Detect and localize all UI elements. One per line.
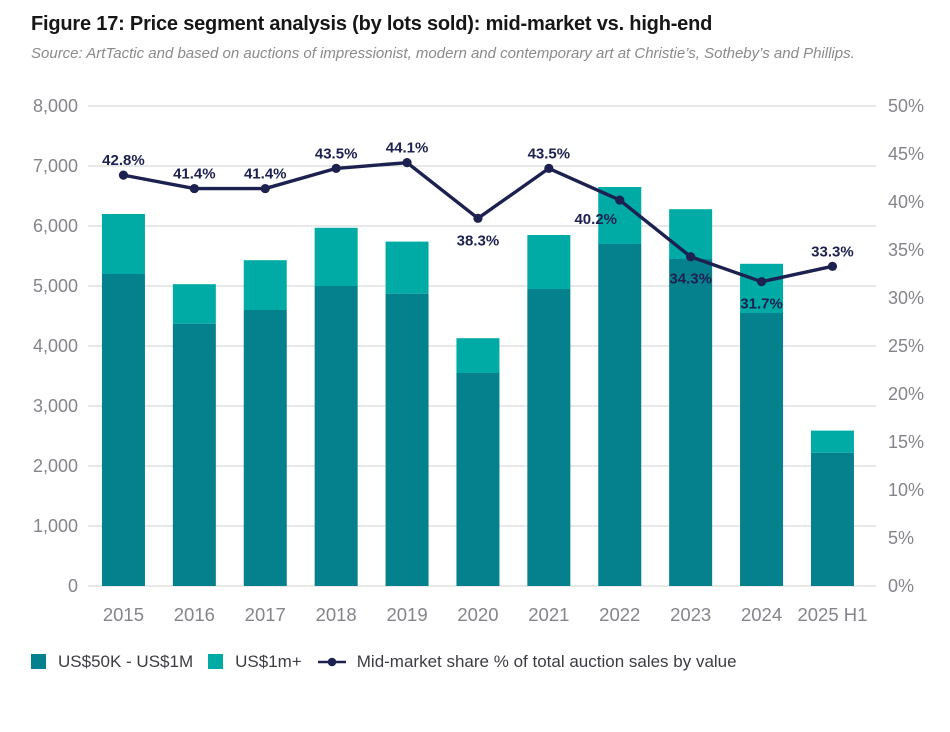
share-marker-2024 (756, 276, 767, 286)
share-marker-2020 (473, 213, 483, 223)
bar-mid-market-2025 H1 (810, 452, 854, 586)
right-axis-tick-label: 25% (888, 336, 924, 356)
right-axis-tick-label: 50% (888, 96, 924, 116)
share-value-label-2015: 42.8% (102, 152, 145, 169)
x-axis-label: 2015 (103, 604, 144, 625)
right-axis-tick-label: 45% (888, 144, 924, 164)
bar-mid-market-2020 (456, 372, 500, 586)
share-marker-2018 (331, 163, 341, 173)
x-axis-label: 2016 (174, 604, 215, 625)
figure-header: Figure 17: Price segment analysis (by lo… (0, 0, 950, 66)
share-value-label-2021: 43.5% (528, 145, 571, 162)
legend-label-high-end: US$1m+ (235, 651, 302, 671)
price-segment-chart: 0 1,000 2,000 3,000 4,000 5,000 6,000 7,000 8,00… (33, 96, 924, 625)
bar-mid-market-2024 (740, 312, 784, 586)
bar-mid-market-2015 (101, 273, 145, 586)
bar-high-end-2023 (669, 208, 713, 259)
bar-mid-market-2023 (669, 258, 713, 586)
share-value-label-2023: 34.3% (669, 270, 712, 287)
legend-item-share-line: Mid-market share % of total auction sale… (317, 652, 737, 672)
right-axis-tick-label: 15% (888, 432, 924, 452)
legend-label-mid-market: US$50K - US$1M (58, 651, 194, 671)
bar-high-end-2025 H1 (810, 430, 854, 453)
share-value-label-2022: 40.2% (574, 211, 617, 228)
bar-mid-market-2016 (172, 323, 216, 586)
x-axis-label: 2020 (457, 604, 498, 625)
left-axis-tick-label: 8,000 (33, 96, 78, 116)
bar-mid-market-2019 (385, 293, 429, 586)
share-value-label-2019: 44.1% (386, 139, 429, 156)
share-value-label-2024: 31.7% (740, 295, 783, 312)
share-value-label-2018: 43.5% (315, 145, 358, 162)
right-axis-tick-label: 30% (888, 288, 924, 308)
x-axis-label: 2025 H1 (797, 604, 867, 625)
share-marker-2017 (260, 183, 270, 193)
share-marker-2021 (544, 163, 554, 173)
right-axis-tick-label: 10% (888, 480, 924, 500)
bar-mid-market-2018 (314, 285, 358, 586)
bar-high-end-2020 (456, 337, 500, 373)
share-value-label-2020: 38.3% (457, 232, 500, 249)
left-axis-tick-label: 2,000 (33, 456, 78, 476)
left-axis-tick-label: 7,000 (33, 156, 78, 176)
left-axis-tick-label: 6,000 (33, 216, 78, 236)
left-axis-tick-label: 5,000 (33, 276, 78, 296)
high-end-swatch-icon (208, 654, 224, 669)
share-marker-2016 (189, 183, 199, 193)
bar-high-end-2015 (101, 213, 145, 274)
chart-legend: US$50K - US$1M US$1m+ Mid-market share %… (31, 652, 950, 672)
bar-high-end-2024 (740, 263, 784, 313)
bar-mid-market-2021 (527, 288, 571, 586)
right-axis-tick-label: 0% (888, 576, 914, 596)
x-axis-label: 2018 (316, 604, 357, 625)
bar-mid-market-2022 (598, 243, 642, 586)
left-axis-tick-label: 0 (68, 576, 78, 596)
bar-high-end-2018 (314, 227, 358, 286)
x-axis-label: 2019 (386, 604, 427, 625)
x-axis-label: 2017 (245, 604, 286, 625)
x-axis-label: 2023 (670, 604, 711, 625)
share-marker-2025 H1 (827, 261, 838, 271)
right-axis-tick-label: 20% (888, 384, 924, 404)
left-axis-tick-label: 4,000 (33, 336, 78, 356)
legend-item-high-end: US$1m+ (208, 652, 302, 672)
share-marker-2022 (615, 194, 625, 205)
share-marker-2019 (402, 157, 412, 167)
right-axis-tick-label: 35% (888, 240, 924, 260)
bar-high-end-2019 (385, 241, 429, 294)
x-axis-label: 2022 (599, 604, 640, 625)
left-axis-tick-label: 1,000 (33, 516, 78, 536)
right-axis-tick-label: 40% (888, 192, 924, 212)
legend-item-mid-market: US$50K - US$1M (31, 652, 193, 672)
bar-mid-market-2017 (243, 309, 287, 586)
bar-high-end-2016 (172, 283, 216, 324)
mid-market-swatch-icon (31, 654, 46, 669)
share-value-label-2016: 41.4% (173, 165, 216, 182)
right-axis-tick-label: 5% (888, 528, 914, 548)
bar-high-end-2017 (243, 259, 287, 310)
figure-title: Figure 17: Price segment analysis (by lo… (31, 13, 713, 35)
x-axis-label: 2024 (741, 604, 782, 625)
share-value-label-2017: 41.4% (244, 165, 287, 182)
line-marker-icon (317, 655, 347, 669)
left-axis-tick-label: 3,000 (33, 396, 78, 416)
figure-source: Source: ArtTactic and based on auctions … (31, 45, 855, 62)
x-axis-label: 2021 (528, 604, 569, 625)
legend-label-share-line: Mid-market share % of total auction sale… (356, 651, 737, 671)
bar-high-end-2021 (527, 234, 571, 289)
share-marker-2023 (686, 251, 696, 261)
share-value-label-2025 H1: 33.3% (811, 243, 854, 260)
share-marker-2015 (118, 170, 129, 180)
